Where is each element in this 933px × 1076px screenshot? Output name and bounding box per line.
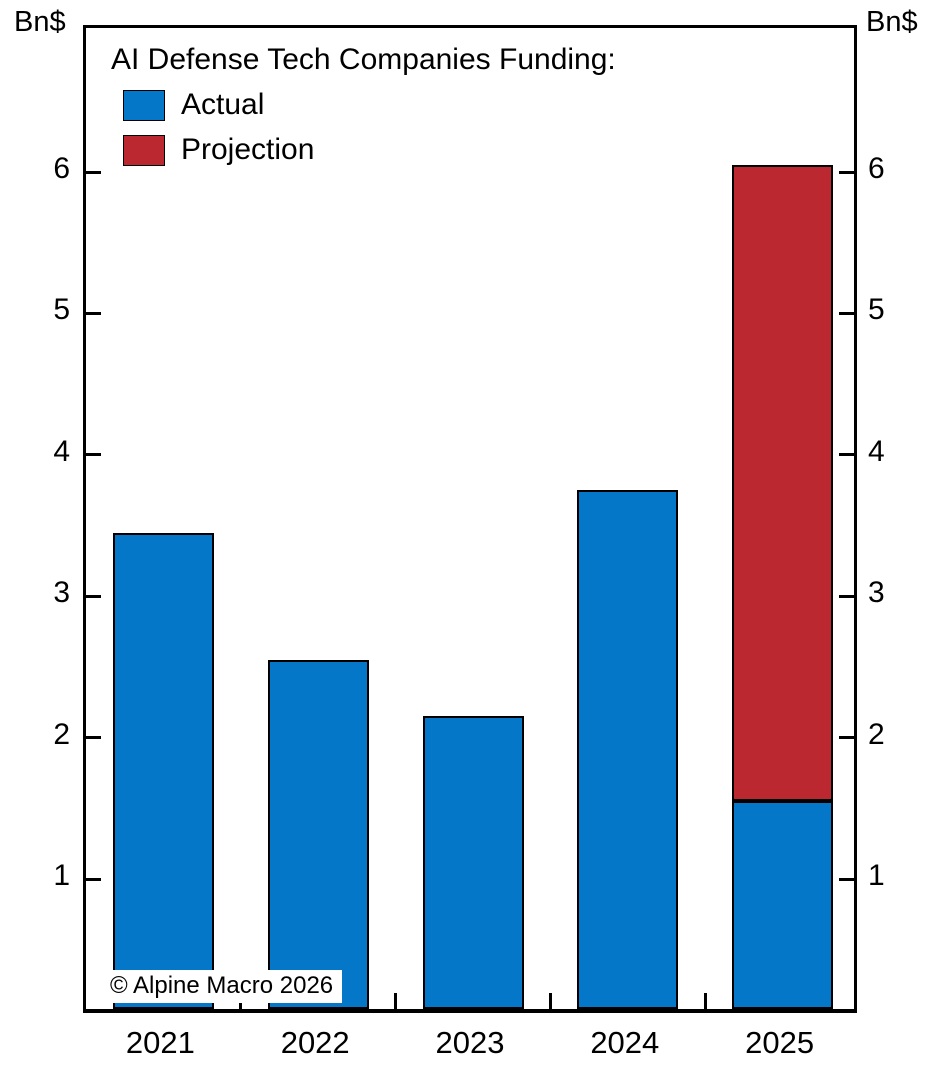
y-tick-right-2 [839,736,854,740]
y-tick-right-5 [839,311,854,315]
y-tick-label-left-6: 6 [53,152,70,185]
x-axis-label-2025: 2025 [745,1025,815,1060]
y-tick-left-4 [86,453,101,457]
plot-area: AI Defense Tech Companies Funding: Actua… [83,25,857,1013]
y-tick-label-left-1: 1 [53,859,70,892]
y-tick-right-6 [839,170,854,174]
y-tick-label-right-6: 6 [868,152,885,185]
watermark: © Alpine Macro 2026 [104,970,343,1003]
bar-2022-actual [267,659,369,1009]
bar-2023-actual [422,716,524,1009]
y-tick-label-right-2: 2 [868,717,885,751]
legend-swatch-actual [123,90,165,121]
bar-2025-actual [732,801,834,1009]
legend-swatch-projection [123,135,165,166]
chart-title: AI Defense Tech Companies Funding: [111,43,616,76]
y-tick-label-right-4: 4 [868,434,885,468]
y-tick-label-left-5: 5 [53,293,70,327]
x-axis-label-2021: 2021 [125,1025,195,1060]
y-tick-left-5 [86,311,101,315]
x-axis-label-2023: 2023 [435,1025,505,1060]
y-tick-label-left-2: 2 [53,717,70,751]
y-tick-right-3 [839,594,854,598]
x-axis-label-2024: 2024 [590,1025,660,1060]
y-axis-unit-right: Bn$ [866,6,918,38]
y-tick-label-right-1: 1 [868,859,885,892]
bar-2025-projection [732,165,834,802]
y-tick-right-4 [839,453,854,457]
x-axis-label-2022: 2022 [280,1025,350,1060]
bar-2021-actual [112,532,214,1009]
y-tick-left-1 [86,877,101,881]
y-axis-unit-left: Bn$ [14,6,66,38]
y-tick-label-right-3: 3 [868,576,885,610]
x-tick-4 [703,993,707,1009]
y-tick-left-6 [86,170,101,174]
y-tick-label-left-3: 3 [53,576,70,610]
legend-label-projection: Projection [181,133,315,166]
x-tick-2 [394,993,398,1009]
y-tick-left-3 [86,594,101,598]
y-tick-label-left-4: 4 [53,434,70,468]
bar-2024-actual [577,490,679,1009]
y-tick-left-2 [86,736,101,740]
y-tick-label-right-5: 5 [868,293,885,327]
x-tick-3 [548,993,552,1009]
y-tick-right-1 [839,877,854,881]
legend-label-actual: Actual [181,88,265,121]
